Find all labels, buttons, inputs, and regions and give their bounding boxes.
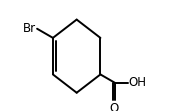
Text: O: O: [110, 102, 119, 111]
Text: Br: Br: [23, 22, 36, 35]
Text: OH: OH: [129, 76, 147, 89]
